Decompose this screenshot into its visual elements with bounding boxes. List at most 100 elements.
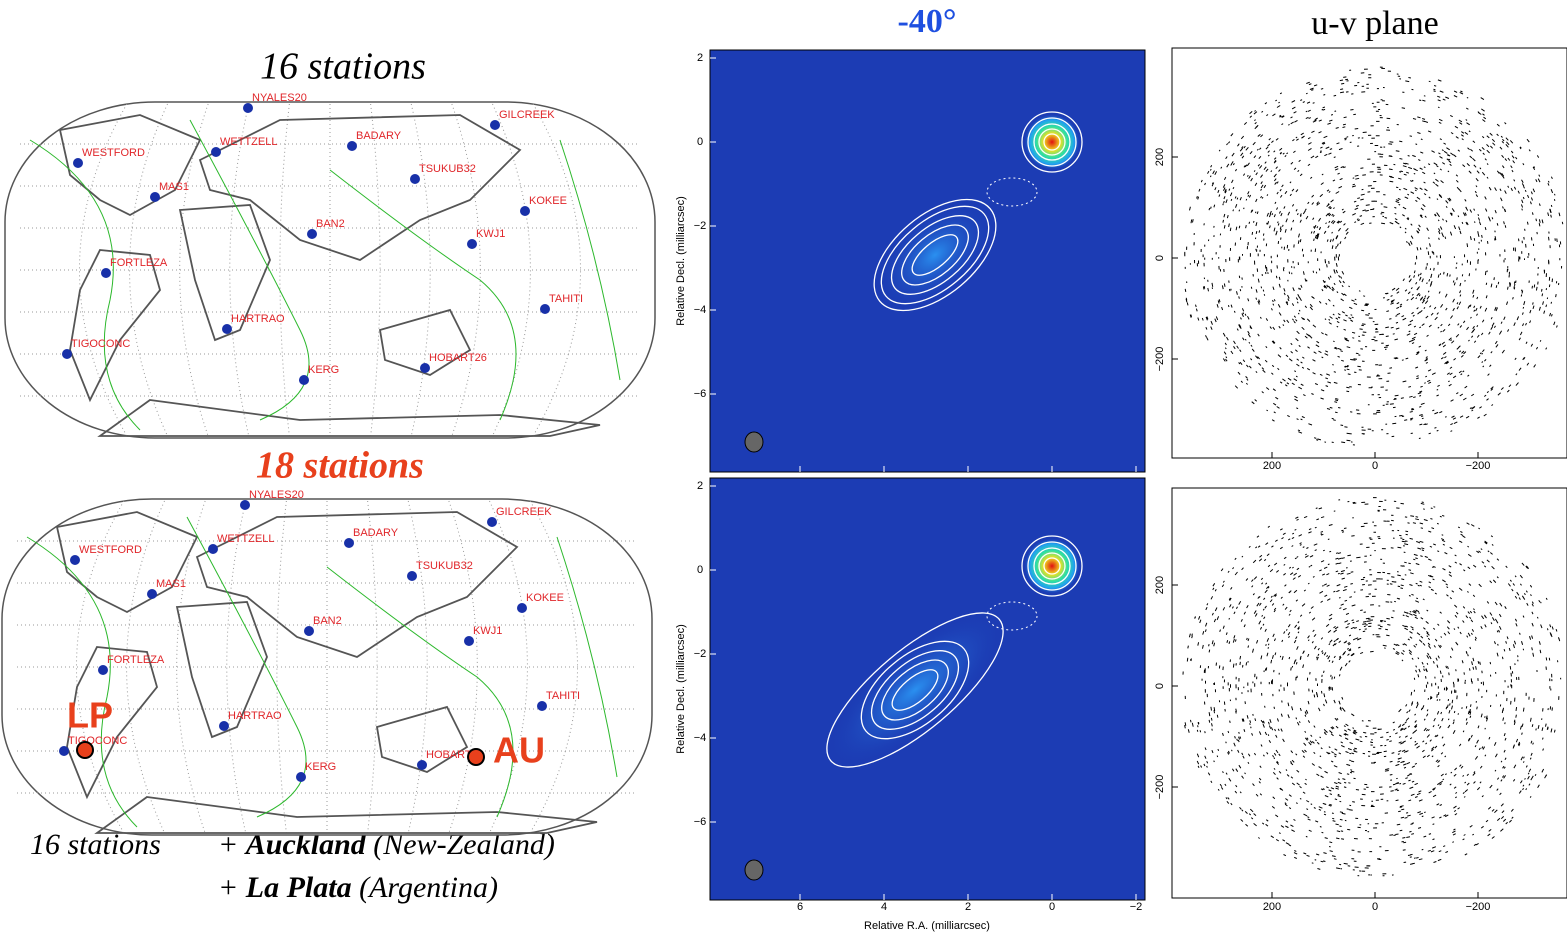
x-tick-label: 0 bbox=[1049, 901, 1055, 913]
x-tick-label: 4 bbox=[881, 901, 887, 913]
station-dot bbox=[490, 120, 500, 130]
y-tick-label: 2 bbox=[697, 52, 703, 64]
station-dot bbox=[347, 141, 357, 151]
y-tick-label: 200 bbox=[1154, 576, 1166, 594]
station-label: WETTZELL bbox=[220, 136, 277, 148]
station-dot bbox=[70, 555, 80, 565]
station-dot bbox=[487, 517, 497, 527]
x-tick-label: −200 bbox=[1466, 460, 1491, 472]
y-tick-label: −2 bbox=[694, 220, 707, 232]
station-dot bbox=[150, 192, 160, 202]
station-dot bbox=[62, 349, 72, 359]
x-tick-label: 6 bbox=[797, 901, 803, 913]
caption-part: (Argentina) bbox=[359, 871, 498, 904]
station-label: TAHITI bbox=[549, 293, 583, 305]
station-dot bbox=[73, 158, 83, 168]
station-dot bbox=[101, 268, 111, 278]
beam bbox=[745, 860, 763, 880]
new-station-label: AU bbox=[493, 730, 545, 771]
y-tick-label: 2 bbox=[697, 480, 703, 492]
station-label: GILCREEK bbox=[496, 506, 552, 518]
y-tick-label: −200 bbox=[1154, 775, 1166, 800]
station-dot bbox=[520, 206, 530, 216]
panel-title: -40° bbox=[898, 3, 957, 40]
y-tick-label: −200 bbox=[1154, 347, 1166, 372]
caption-part: + bbox=[218, 871, 238, 904]
station-label: TSUKUB32 bbox=[416, 560, 473, 572]
station-dot bbox=[147, 589, 157, 599]
beam bbox=[745, 432, 763, 452]
x-tick-label: 2 bbox=[965, 901, 971, 913]
new-station-dot bbox=[468, 749, 484, 765]
station-dot bbox=[240, 500, 250, 510]
core-emission bbox=[1024, 114, 1080, 170]
x-axis-label: Relative R.A. (milliarcsec) bbox=[864, 920, 990, 932]
new-station-dot bbox=[77, 742, 93, 758]
station-dot bbox=[537, 701, 547, 711]
station-label: TSUKUB32 bbox=[419, 163, 476, 175]
core-emission bbox=[1024, 538, 1080, 594]
station-dot bbox=[464, 636, 474, 646]
y-tick-label: 0 bbox=[697, 564, 703, 576]
station-label: WESTFORD bbox=[79, 544, 142, 556]
station-label: WESTFORD bbox=[82, 147, 145, 159]
station-dot bbox=[98, 665, 108, 675]
station-label: NYALES20 bbox=[252, 92, 307, 104]
station-label: FORTLEZA bbox=[107, 654, 165, 666]
panel-title: u-v plane bbox=[1311, 5, 1438, 42]
caption-part: La Plata bbox=[245, 871, 352, 904]
station-dot bbox=[211, 147, 221, 157]
station-label: TIGOCONC bbox=[71, 338, 130, 350]
station-dot bbox=[410, 174, 420, 184]
x-tick-label: 0 bbox=[1372, 460, 1378, 472]
station-label: GILCREEK bbox=[499, 109, 555, 121]
station-dot bbox=[307, 229, 317, 239]
station-dot bbox=[296, 772, 306, 782]
x-tick-label: 0 bbox=[1372, 901, 1378, 913]
y-tick-label: −4 bbox=[694, 732, 707, 744]
station-label: BADARY bbox=[353, 527, 399, 539]
radio-image bbox=[710, 478, 1145, 900]
map-title: 18 stations bbox=[256, 445, 424, 487]
station-dot bbox=[420, 363, 430, 373]
y-tick-label: 0 bbox=[697, 136, 703, 148]
station-label: NYALES20 bbox=[249, 489, 304, 501]
x-tick-label: 200 bbox=[1263, 901, 1281, 913]
station-dot bbox=[243, 103, 253, 113]
station-dot bbox=[219, 721, 229, 731]
station-label: KWJ1 bbox=[476, 228, 505, 240]
uv-frame bbox=[1172, 488, 1567, 898]
station-label: BADARY bbox=[356, 130, 402, 142]
station-label: KWJ1 bbox=[473, 625, 502, 637]
station-dot bbox=[344, 538, 354, 548]
y-tick-label: −4 bbox=[694, 304, 707, 316]
station-dot bbox=[304, 626, 314, 636]
station-dot bbox=[59, 746, 69, 756]
station-label: BAN2 bbox=[316, 218, 345, 230]
station-label: HOBART26 bbox=[429, 352, 487, 364]
station-label: MAS1 bbox=[159, 181, 189, 193]
station-dot bbox=[517, 603, 527, 613]
station-dot bbox=[222, 324, 232, 334]
station-label: KOKEE bbox=[526, 592, 564, 604]
station-dot bbox=[208, 544, 218, 554]
station-label: TAHITI bbox=[546, 690, 580, 702]
y-tick-label: −2 bbox=[694, 648, 707, 660]
caption: + La Plata (Argentina) bbox=[218, 871, 498, 904]
station-dot bbox=[299, 375, 309, 385]
station-label: KOKEE bbox=[529, 195, 567, 207]
new-station-label: LP bbox=[67, 695, 113, 736]
station-label: TIGOCONC bbox=[68, 735, 127, 747]
x-tick-label: 200 bbox=[1263, 460, 1281, 472]
station-label: HARTRAO bbox=[228, 710, 282, 722]
station-label: MAS1 bbox=[156, 578, 186, 590]
x-tick-label: −200 bbox=[1466, 901, 1491, 913]
world-map: NYALES20 WETTZELL WESTFORD BADARY GILCREEK TS… bbox=[5, 92, 655, 438]
map-title: 16 stations bbox=[260, 46, 426, 88]
y-tick-label: 0 bbox=[1154, 683, 1166, 689]
y-tick-label: −6 bbox=[694, 816, 707, 828]
station-label: WETTZELL bbox=[217, 533, 274, 545]
y-axis-label: Relative Decl. (milliarcsec) bbox=[675, 196, 687, 326]
y-tick-label: 200 bbox=[1154, 148, 1166, 166]
station-label: HARTRAO bbox=[231, 313, 285, 325]
